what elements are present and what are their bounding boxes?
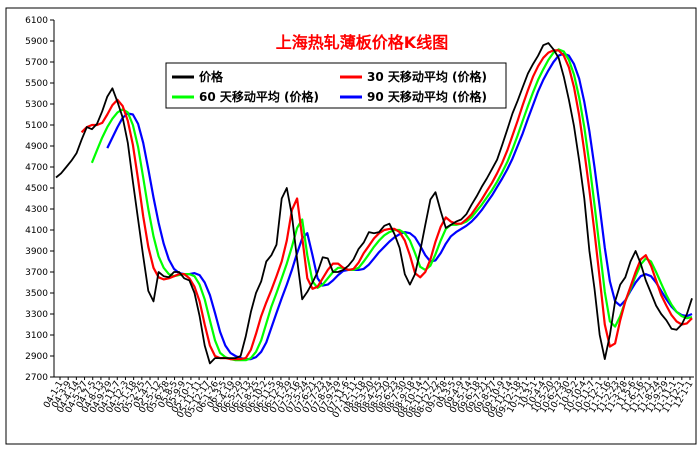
y-tick-label: 6100 — [25, 16, 48, 26]
y-tick-label: 3500 — [25, 289, 48, 299]
y-tick-label: 4100 — [25, 226, 48, 236]
legend-box — [165, 62, 507, 109]
y-tick-label: 5100 — [25, 121, 48, 131]
series-line-price — [55, 42, 693, 365]
chart-frame — [5, 7, 697, 445]
y-tick-label: 3700 — [25, 268, 48, 278]
y-tick-label: 4700 — [25, 163, 48, 173]
legend-label-price: 价格 — [199, 69, 224, 84]
y-tick-label: 5300 — [25, 100, 48, 110]
y-tick-label: 5500 — [25, 79, 48, 89]
y-tick-label: 3900 — [25, 247, 48, 257]
legend-label-ma30: 30 天移动平均 (价格) — [367, 69, 487, 84]
x-tick-labels: 04-1-104-3-904-4-1404-5-2704-7-504-8-130… — [42, 379, 695, 420]
y-tick-label: 3300 — [25, 310, 48, 320]
series-lines — [55, 42, 693, 365]
y-tick-label: 3100 — [25, 331, 48, 341]
chart-title: 上海热轧薄板价格K线图 — [276, 33, 448, 52]
legend-label-ma60: 60 天移动平均 (价格) — [199, 89, 319, 104]
y-tick-label: 5700 — [25, 58, 48, 68]
y-tick-label: 4300 — [25, 205, 48, 215]
y-tick-label: 2700 — [25, 373, 48, 383]
axes — [50, 19, 694, 380]
series-line-ma60 — [90, 48, 693, 362]
series-line-ma90 — [106, 52, 693, 361]
y-tick-label: 4500 — [25, 184, 48, 194]
y-tick-label: 4900 — [25, 142, 48, 152]
legend: 价格 30 天移动平均 (价格) 60 天移动平均 (价格) 90 天移动平均 … — [165, 62, 507, 109]
legend-label-ma90: 90 天移动平均 (价格) — [367, 89, 487, 104]
series-line-ma30 — [80, 49, 693, 361]
y-tick-labels: 2700 2900 3100 3300 3500 3700 3900 4100 4300 4500… — [25, 16, 48, 383]
y-tick-label: 2900 — [25, 352, 48, 362]
y-tick-label: 5900 — [25, 37, 48, 47]
